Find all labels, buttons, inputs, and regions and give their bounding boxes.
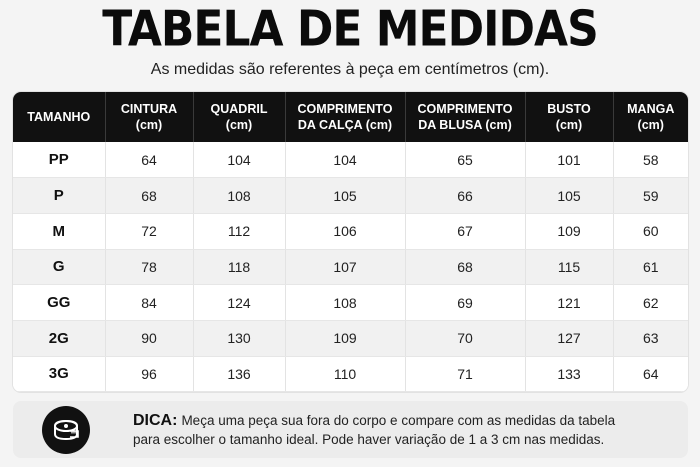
measuring-tape-icon bbox=[42, 406, 90, 454]
size-table: TAMANHO CINTURA (cm) QUADRIL (cm) COMPRIME… bbox=[13, 92, 688, 392]
measure-cell: 60 bbox=[613, 213, 688, 250]
measure-cell: 109 bbox=[285, 320, 406, 357]
measure-cell: 106 bbox=[285, 213, 406, 250]
measure-cell: 58 bbox=[613, 142, 688, 179]
page-title: TABELA DE MEDIDAS bbox=[102, 0, 599, 58]
measure-cell: 107 bbox=[285, 249, 406, 286]
measure-cell: 70 bbox=[405, 320, 526, 357]
measure-cell: 112 bbox=[193, 213, 286, 250]
measure-cell: 105 bbox=[285, 177, 406, 214]
measure-cell: 62 bbox=[613, 284, 688, 321]
measure-cell: 71 bbox=[405, 356, 526, 392]
measure-cell: 84 bbox=[105, 284, 194, 321]
measure-cell: 124 bbox=[193, 284, 286, 321]
measure-cell: 133 bbox=[525, 356, 614, 392]
measure-cell: 63 bbox=[613, 320, 688, 357]
measure-cell: 78 bbox=[105, 249, 194, 286]
header-comprimento-blusa: COMPRIMENTO DA BLUSA (cm) bbox=[405, 92, 526, 142]
size-label: P bbox=[13, 177, 106, 214]
measure-cell: 68 bbox=[105, 177, 194, 214]
measure-cell: 72 bbox=[105, 213, 194, 250]
table-row: P 68 108 105 66 105 59 bbox=[13, 177, 688, 214]
measure-cell: 109 bbox=[525, 213, 614, 250]
table-row: M 72 112 106 67 109 60 bbox=[13, 213, 688, 250]
table-row: 2G 90 130 109 70 127 63 bbox=[13, 320, 688, 357]
table-row: G 78 118 107 68 115 61 bbox=[13, 249, 688, 286]
measure-cell: 90 bbox=[105, 320, 194, 357]
size-label: G bbox=[13, 249, 106, 286]
header-quadril: QUADRIL (cm) bbox=[193, 92, 286, 142]
measure-cell: 108 bbox=[193, 177, 286, 214]
measure-cell: 66 bbox=[405, 177, 526, 214]
measure-cell: 118 bbox=[193, 249, 286, 286]
measure-cell: 105 bbox=[525, 177, 614, 214]
header-manga: MANGA (cm) bbox=[627, 102, 675, 132]
measure-cell: 136 bbox=[193, 356, 286, 392]
table-row: PP 64 104 104 65 101 58 bbox=[13, 142, 688, 179]
tip-line-1: Meça uma peça sua fora do corpo e compar… bbox=[181, 413, 616, 428]
measure-cell: 127 bbox=[525, 320, 614, 357]
measure-cell: 69 bbox=[405, 284, 526, 321]
size-table-container: TAMANHO CINTURA (cm) QUADRIL (cm) COMPRIME… bbox=[13, 92, 688, 392]
size-label: 3G bbox=[13, 356, 106, 392]
table-row: GG 84 124 108 69 121 62 bbox=[13, 284, 688, 321]
measure-cell: 130 bbox=[193, 320, 286, 357]
measure-cell: 101 bbox=[525, 142, 614, 179]
measure-cell: 115 bbox=[525, 249, 614, 286]
measure-cell: 121 bbox=[525, 284, 614, 321]
measure-cell: 108 bbox=[285, 284, 406, 321]
header-comprimento-calca: COMPRIMENTO DA CALÇA (cm) bbox=[285, 92, 406, 142]
measure-cell: 110 bbox=[285, 356, 406, 392]
table-row: 3G 96 136 110 71 133 64 bbox=[13, 356, 688, 392]
size-label: PP bbox=[13, 142, 106, 179]
header-tamanho: TAMANHO bbox=[13, 92, 106, 142]
measure-cell: 68 bbox=[405, 249, 526, 286]
tip-line-2: para escolher o tamanho ideal. Pode have… bbox=[133, 432, 605, 447]
measure-cell: 65 bbox=[405, 142, 526, 179]
page-subtitle: As medidas são referentes à peça em cent… bbox=[150, 61, 550, 78]
size-label: M bbox=[13, 213, 106, 250]
measure-cell: 67 bbox=[405, 213, 526, 250]
measure-cell: 104 bbox=[285, 142, 406, 179]
tip-label: DICA: bbox=[133, 412, 178, 429]
measure-cell: 96 bbox=[105, 356, 194, 392]
header-cintura: CINTURA (cm) bbox=[105, 92, 194, 142]
header-busto: BUSTO (cm) bbox=[525, 92, 614, 142]
tip-text: DICA: Meça uma peça sua fora do corpo e c… bbox=[133, 411, 678, 449]
measure-cell: 64 bbox=[613, 356, 688, 392]
size-label: GG bbox=[13, 284, 106, 321]
measure-cell: 61 bbox=[613, 249, 688, 286]
measure-cell: 64 bbox=[105, 142, 194, 179]
table-header-row: TAMANHO CINTURA (cm) QUADRIL (cm) COMPRIME… bbox=[13, 92, 688, 142]
measure-cell: 104 bbox=[193, 142, 286, 179]
tip-box: DICA: Meça uma peça sua fora do corpo e c… bbox=[13, 401, 688, 458]
measure-cell: 59 bbox=[613, 177, 688, 214]
size-label: 2G bbox=[13, 320, 106, 357]
